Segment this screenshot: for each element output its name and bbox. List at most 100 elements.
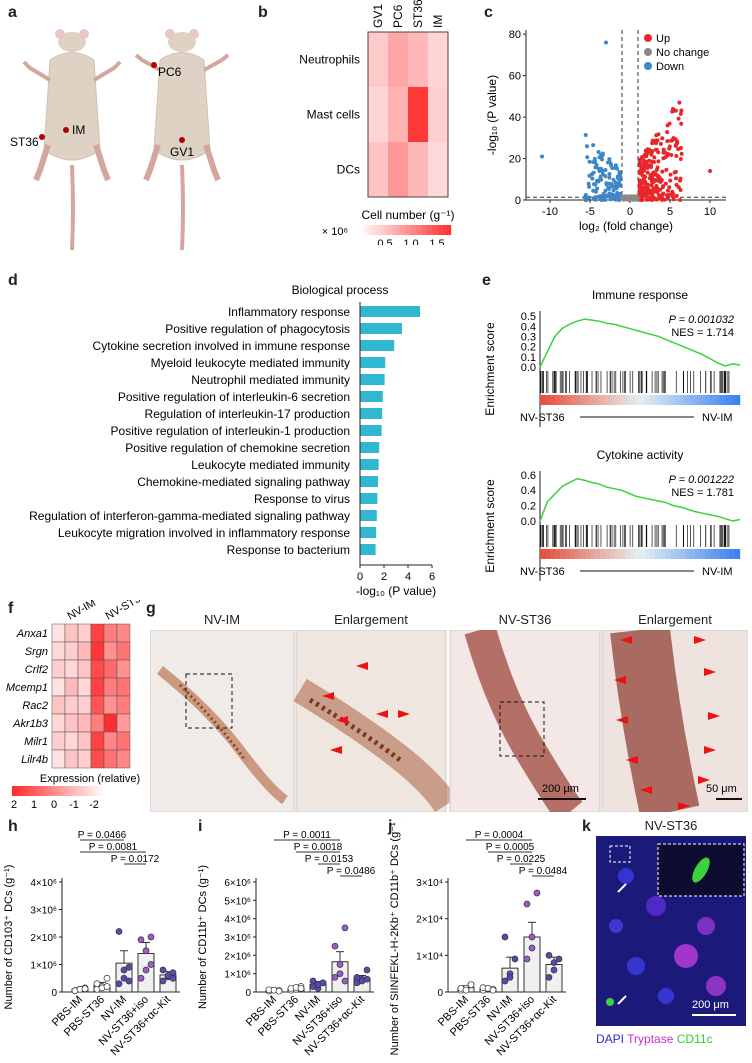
- panel-label-a: a: [8, 4, 17, 21]
- gv1-point: [179, 137, 185, 143]
- point-down: [616, 193, 621, 198]
- heat-cell: [51, 713, 66, 733]
- y-tick-label: 0.4: [521, 485, 536, 497]
- g-title-enlargement-2: Enlargement: [638, 612, 712, 627]
- data-point: [319, 979, 327, 987]
- rank-gradient-step: [665, 395, 671, 405]
- point-down: [594, 163, 599, 168]
- point-down: [591, 170, 596, 175]
- point-down: [605, 194, 610, 199]
- rank-gradient-step: [625, 395, 631, 405]
- colorbar-tick: -2: [89, 799, 99, 810]
- rank-gradient-step: [600, 395, 606, 405]
- point-down: [584, 197, 589, 202]
- heat-cell: [64, 641, 79, 661]
- colorbar-step: [382, 225, 386, 235]
- point-up: [637, 159, 642, 164]
- y-tick-label: 80: [509, 29, 521, 41]
- bar: [360, 459, 379, 470]
- data-point: [336, 970, 344, 978]
- data-point: [115, 928, 123, 935]
- point-down: [603, 174, 608, 179]
- colorbar-step: [69, 786, 73, 796]
- rank-gradient-step: [710, 395, 716, 405]
- x-tick-label: -10: [542, 206, 558, 218]
- rank-gradient-step: [540, 395, 546, 405]
- heat-cell: [428, 87, 448, 142]
- rank-gradient-step: [635, 549, 641, 559]
- point-down: [614, 184, 619, 189]
- colorbar-tick: 1.5: [429, 238, 444, 245]
- heat-cell: [77, 749, 92, 769]
- rank-gradient-step: [700, 549, 706, 559]
- y-tick-label: 0.5: [521, 311, 536, 323]
- panel-label-j: j: [388, 818, 393, 835]
- rank-gradient-step: [590, 395, 596, 405]
- panel-i-bar-chart: 01×10⁶2×10⁶3×10⁶4×10⁶5×10⁶6×10⁶PBS-IMPBS…: [197, 830, 376, 1058]
- colorbar-step: [66, 786, 70, 796]
- rank-gradient-step: [565, 549, 571, 559]
- point-none: [628, 197, 632, 202]
- y-tick-label: 0.4: [521, 321, 536, 333]
- data-point: [103, 983, 111, 990]
- data-point: [523, 955, 531, 963]
- colorbar-step: [33, 786, 37, 796]
- heat-cell: [103, 731, 118, 751]
- panel-label-g: g: [146, 600, 156, 617]
- rank-gradient-step: [585, 549, 591, 559]
- heat-cell: [51, 749, 66, 769]
- point-down: [585, 155, 590, 160]
- rank-gradient-step: [610, 549, 616, 559]
- point-up: [674, 176, 679, 181]
- point-down: [604, 40, 608, 45]
- legend-label: Up: [656, 33, 670, 45]
- category-label: Regulation of interferon-gamma-mediated …: [29, 509, 350, 523]
- point-down: [607, 157, 612, 162]
- rank-gradient-step: [595, 395, 601, 405]
- bar: [360, 544, 376, 555]
- panel-label-c: c: [484, 4, 493, 21]
- heat-cell: [116, 749, 131, 769]
- point-down: [609, 197, 614, 202]
- panel-label-e: e: [482, 272, 491, 289]
- point-down: [587, 159, 592, 164]
- data-point: [137, 936, 145, 944]
- g-title-enlargement-1: Enlargement: [334, 612, 408, 627]
- p-value-label: P = 0.0081: [89, 842, 138, 853]
- colorbar-step: [369, 225, 372, 235]
- point-down: [592, 156, 597, 161]
- rank-gradient-step: [695, 395, 701, 405]
- y-tick-label: 0: [245, 988, 251, 999]
- legend-marker: [644, 62, 652, 70]
- data-point: [489, 986, 497, 994]
- x-tick-label: 0: [627, 206, 633, 218]
- bar: [360, 476, 378, 487]
- point-none: [634, 197, 639, 201]
- y-tick-label: 5×10⁶: [224, 896, 251, 907]
- p-value-label: P = 0.0011: [283, 830, 331, 841]
- col-label-gv1: GV1: [371, 4, 385, 28]
- colorbar-step: [446, 225, 449, 235]
- point-up: [651, 186, 656, 191]
- enlargement-1-image: [293, 630, 457, 812]
- rank-gradient-step: [560, 549, 566, 559]
- panel-d-go-bar-chart: Biological process Inflammatory response P…: [29, 283, 436, 598]
- scalebar-50um: 50 μm: [706, 783, 737, 795]
- rank-gradient-step: [650, 395, 656, 405]
- heat-cell: [90, 623, 105, 643]
- rank-gradient-step: [710, 549, 716, 559]
- bar: [360, 527, 377, 538]
- colorbar-step: [404, 225, 408, 235]
- legend-tryptase: Tryptase: [627, 1032, 674, 1046]
- category-label: Inflammatory response: [228, 305, 350, 319]
- point-up: [663, 155, 668, 160]
- point-up: [678, 197, 683, 202]
- point-down: [540, 154, 544, 159]
- point-up: [708, 168, 712, 173]
- colorbar-step: [39, 786, 43, 796]
- point-up: [667, 146, 672, 151]
- point-down: [583, 132, 588, 137]
- rank-gradient-step: [655, 549, 661, 559]
- data-point: [336, 961, 344, 968]
- rank-gradient-step: [645, 395, 651, 405]
